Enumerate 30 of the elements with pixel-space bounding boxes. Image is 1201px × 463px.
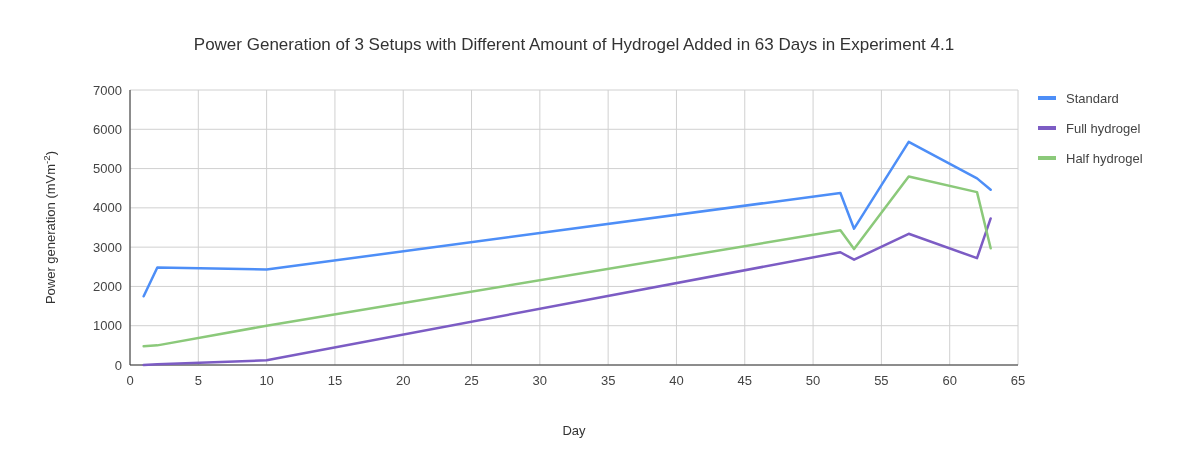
x-tick-label: 5 — [194, 373, 202, 388]
x-tick-label: 55 — [874, 373, 889, 388]
line-series — [142, 140, 992, 298]
line-series — [142, 175, 992, 348]
x-tick-label: 0 — [126, 373, 134, 388]
y-tick-label: 1000 — [93, 318, 122, 334]
y-tick-label: 3000 — [93, 239, 122, 255]
x-tick-label: 45 — [737, 373, 752, 388]
x-tick-label: 10 — [259, 373, 274, 388]
x-tick-label: 65 — [1010, 373, 1026, 388]
line-series — [142, 217, 992, 367]
x-tick-label: 40 — [669, 373, 684, 388]
y-tick-label: 0 — [114, 357, 122, 373]
y-tick-label: 7000 — [93, 82, 122, 98]
x-tick-label: 15 — [327, 373, 343, 388]
x-tick-label: 20 — [396, 373, 411, 388]
y-tick-label: 4000 — [93, 200, 122, 216]
x-tick-label: 30 — [532, 373, 548, 388]
x-axis-title: Day — [562, 423, 587, 438]
chart-title: Power Generation of 3 Setups with Different Amount of Hydrogel Added in 63 Days in Experiment 4.1 — [193, 35, 955, 54]
legend-label: Full hydrogel — [1066, 120, 1141, 136]
legend-label: Half hydrogel — [1066, 150, 1143, 166]
y-tick-label: 5000 — [93, 161, 122, 177]
x-tick-label: 25 — [464, 373, 479, 388]
x-tick-label: 50 — [805, 373, 821, 388]
x-tick-label: 35 — [600, 373, 616, 388]
legend-label: Standard — [1066, 90, 1119, 106]
y-tick-label: 2000 — [93, 278, 122, 294]
x-tick-label: 60 — [942, 373, 957, 388]
y-tick-label: 6000 — [93, 121, 122, 137]
